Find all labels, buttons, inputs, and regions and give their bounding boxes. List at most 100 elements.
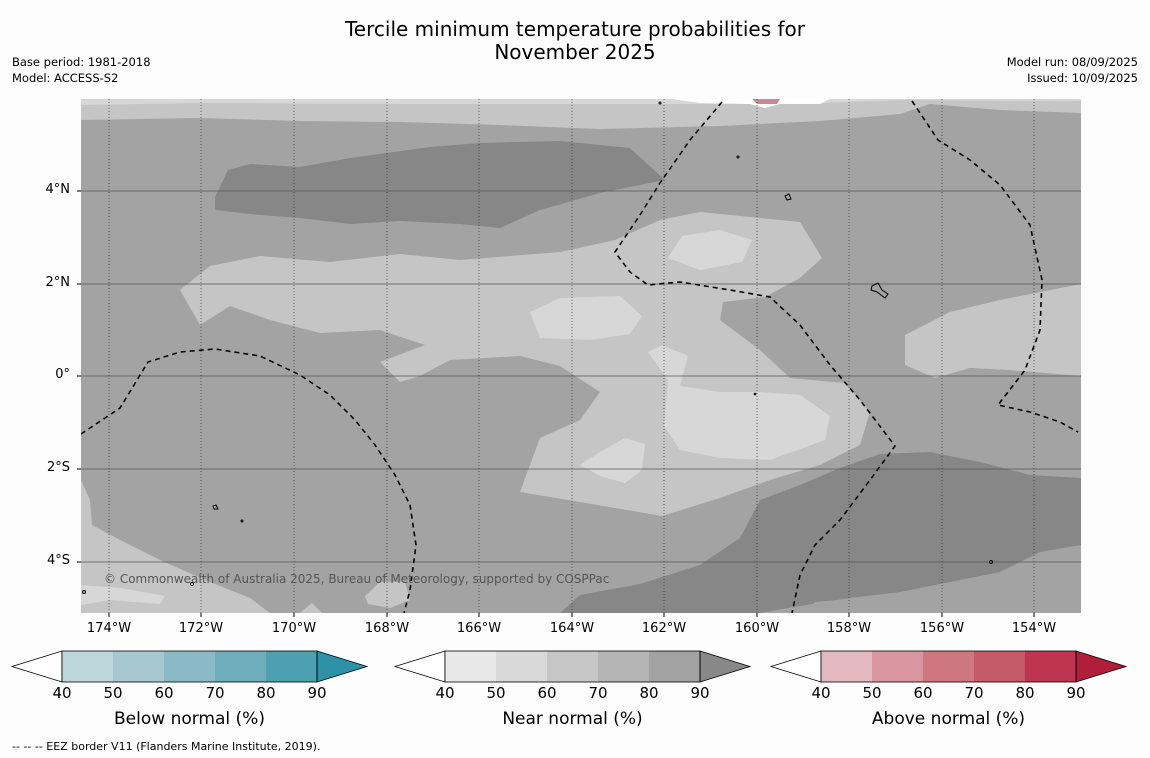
- meta-left: Base period: 1981-2018 Model: ACCESS-S2: [12, 54, 151, 86]
- colorbar-segment: [974, 651, 1025, 682]
- base-period: Base period: 1981-2018: [12, 55, 151, 69]
- issued-date: Issued: 10/09/2025: [1027, 71, 1138, 85]
- near-normal-50-60-patch-d: [580, 438, 645, 483]
- colorbar-extend-low: [769, 650, 822, 683]
- copyright-notice: © Commonwealth of Australia 2025, Bureau…: [104, 572, 610, 586]
- colorbar-segment: [1025, 651, 1076, 682]
- latitude-label: 4°S: [46, 553, 70, 568]
- near-normal-80-90-north: [215, 141, 665, 228]
- longitude-label: 162°W: [641, 621, 687, 636]
- colorbar-tick-label: 40: [435, 684, 455, 702]
- near-normal-60-70-east: [905, 284, 1081, 378]
- colorbar-segment: [547, 651, 598, 682]
- colorbar-segment: [113, 651, 164, 682]
- latitude-label: 4°N: [45, 182, 71, 197]
- longitude-label: 156°W: [919, 621, 965, 636]
- latitude-label: 2°N: [45, 275, 71, 290]
- longitude-label: 166°W: [456, 621, 502, 636]
- colorbar-tick-label: 50: [862, 684, 882, 702]
- below-normal-colorbar: [10, 650, 369, 683]
- latitude-label: 2°S: [46, 460, 70, 475]
- colorbar-segment: [62, 651, 113, 682]
- island-small-d: [190, 582, 194, 586]
- model-name: Model: ACCESS-S2: [12, 71, 119, 85]
- near-normal-60-70-south-a: [365, 582, 410, 608]
- colorbar-tick-label: 70: [205, 684, 225, 702]
- above-normal-colorbar: [769, 650, 1128, 683]
- colorbar-outline: [444, 650, 701, 683]
- island-east: [870, 282, 889, 299]
- graticule: [81, 99, 1081, 613]
- colorbar-outline: [820, 650, 1077, 683]
- colorbar-tick-label: 90: [690, 684, 710, 702]
- near-normal-50-60-patch-c: [648, 345, 830, 460]
- above-normal-colorbar-title: Above normal (%): [871, 709, 1026, 729]
- near-normal-50-60-patch-a: [530, 296, 642, 340]
- colorbar-tick-label: 90: [307, 684, 327, 702]
- colorbar-tick-label: 40: [811, 684, 831, 702]
- model-run: Model run: 08/09/2025: [1006, 55, 1138, 69]
- colorbar-segment: [445, 651, 496, 682]
- colorbar-tick-label: 90: [1066, 684, 1086, 702]
- near-normal-70-80-bottom: [805, 580, 1081, 613]
- near-normal-colorbar: [393, 650, 752, 683]
- near-normal-50-60-southwest: [81, 585, 165, 605]
- near-normal-60-70-top-band: [81, 99, 1081, 129]
- colorbar-tick-label: 80: [1015, 684, 1035, 702]
- colorbar-tick-label: 80: [639, 684, 659, 702]
- colorbar-segment: [598, 651, 649, 682]
- near-normal-50-60-top-strip: [81, 99, 1081, 105]
- colorbar-segment: [164, 651, 215, 682]
- colorbar-extend-high: [699, 650, 752, 683]
- near-normal-60-70-southwest: [81, 480, 270, 613]
- eez-borders: [81, 100, 1079, 613]
- island-north: [784, 193, 792, 201]
- longitude-label: 158°W: [826, 621, 872, 636]
- longitude-label: 168°W: [364, 621, 410, 636]
- island-small-b: [658, 101, 662, 105]
- near-normal-60-70-south-b: [300, 603, 322, 613]
- chart-title: Tercile minimum temperature probabilitie…: [344, 17, 806, 64]
- colorbar-segment: [923, 651, 974, 682]
- eez-border-central: [614, 101, 896, 613]
- colorbar-segment: [649, 651, 700, 682]
- colorbar-tick-label: 60: [537, 684, 557, 702]
- colorbar-extend-high: [1075, 650, 1128, 683]
- island-small-e: [82, 590, 86, 594]
- colorbar-extend-low: [393, 650, 446, 683]
- island-small-g: [753, 392, 757, 396]
- colorbar-outline: [61, 650, 318, 683]
- eez-border-east: [911, 100, 1079, 433]
- colorbar-segment: [821, 651, 872, 682]
- latitude-label: 0°: [55, 367, 70, 382]
- longitude-label: 164°W: [549, 621, 595, 636]
- longitude-label: 172°W: [178, 621, 224, 636]
- latitude-ticks: [77, 190, 81, 563]
- longitude-label: 160°W: [734, 621, 780, 636]
- below-normal-colorbar-title: Below normal (%): [114, 709, 265, 729]
- island-small-c: [240, 519, 244, 523]
- near-normal-colorbar-title: Near normal (%): [502, 709, 643, 729]
- eez-border-west: [81, 348, 417, 613]
- island-small-a: [736, 155, 740, 159]
- colorbar-tick-label: 80: [256, 684, 276, 702]
- colorbar-tick-label: 70: [964, 684, 984, 702]
- map-layers: [81, 99, 1081, 613]
- colorbar-segment: [496, 651, 547, 682]
- longitude-label: 154°W: [1011, 621, 1057, 636]
- colorbar-segment: [215, 651, 266, 682]
- island-small-f: [989, 560, 993, 564]
- meta-right: Model run: 08/09/2025 Issued: 10/09/2025: [1007, 54, 1138, 86]
- colorbar-extend-high: [316, 650, 369, 683]
- longitude-ticks: [108, 613, 1035, 617]
- longitude-label: 174°W: [86, 621, 132, 636]
- colorbars: [10, 650, 1128, 683]
- colorbar-tick-label: 70: [588, 684, 608, 702]
- colorbar-tick-label: 50: [486, 684, 506, 702]
- colorbar-segment: [266, 651, 317, 682]
- colorbar-extend-low: [10, 650, 63, 683]
- eez-footnote: -- -- -- EEZ border V11 (Flanders Marine…: [12, 740, 321, 753]
- longitude-label: 170°W: [271, 621, 317, 636]
- colorbar-tick-label: 60: [154, 684, 174, 702]
